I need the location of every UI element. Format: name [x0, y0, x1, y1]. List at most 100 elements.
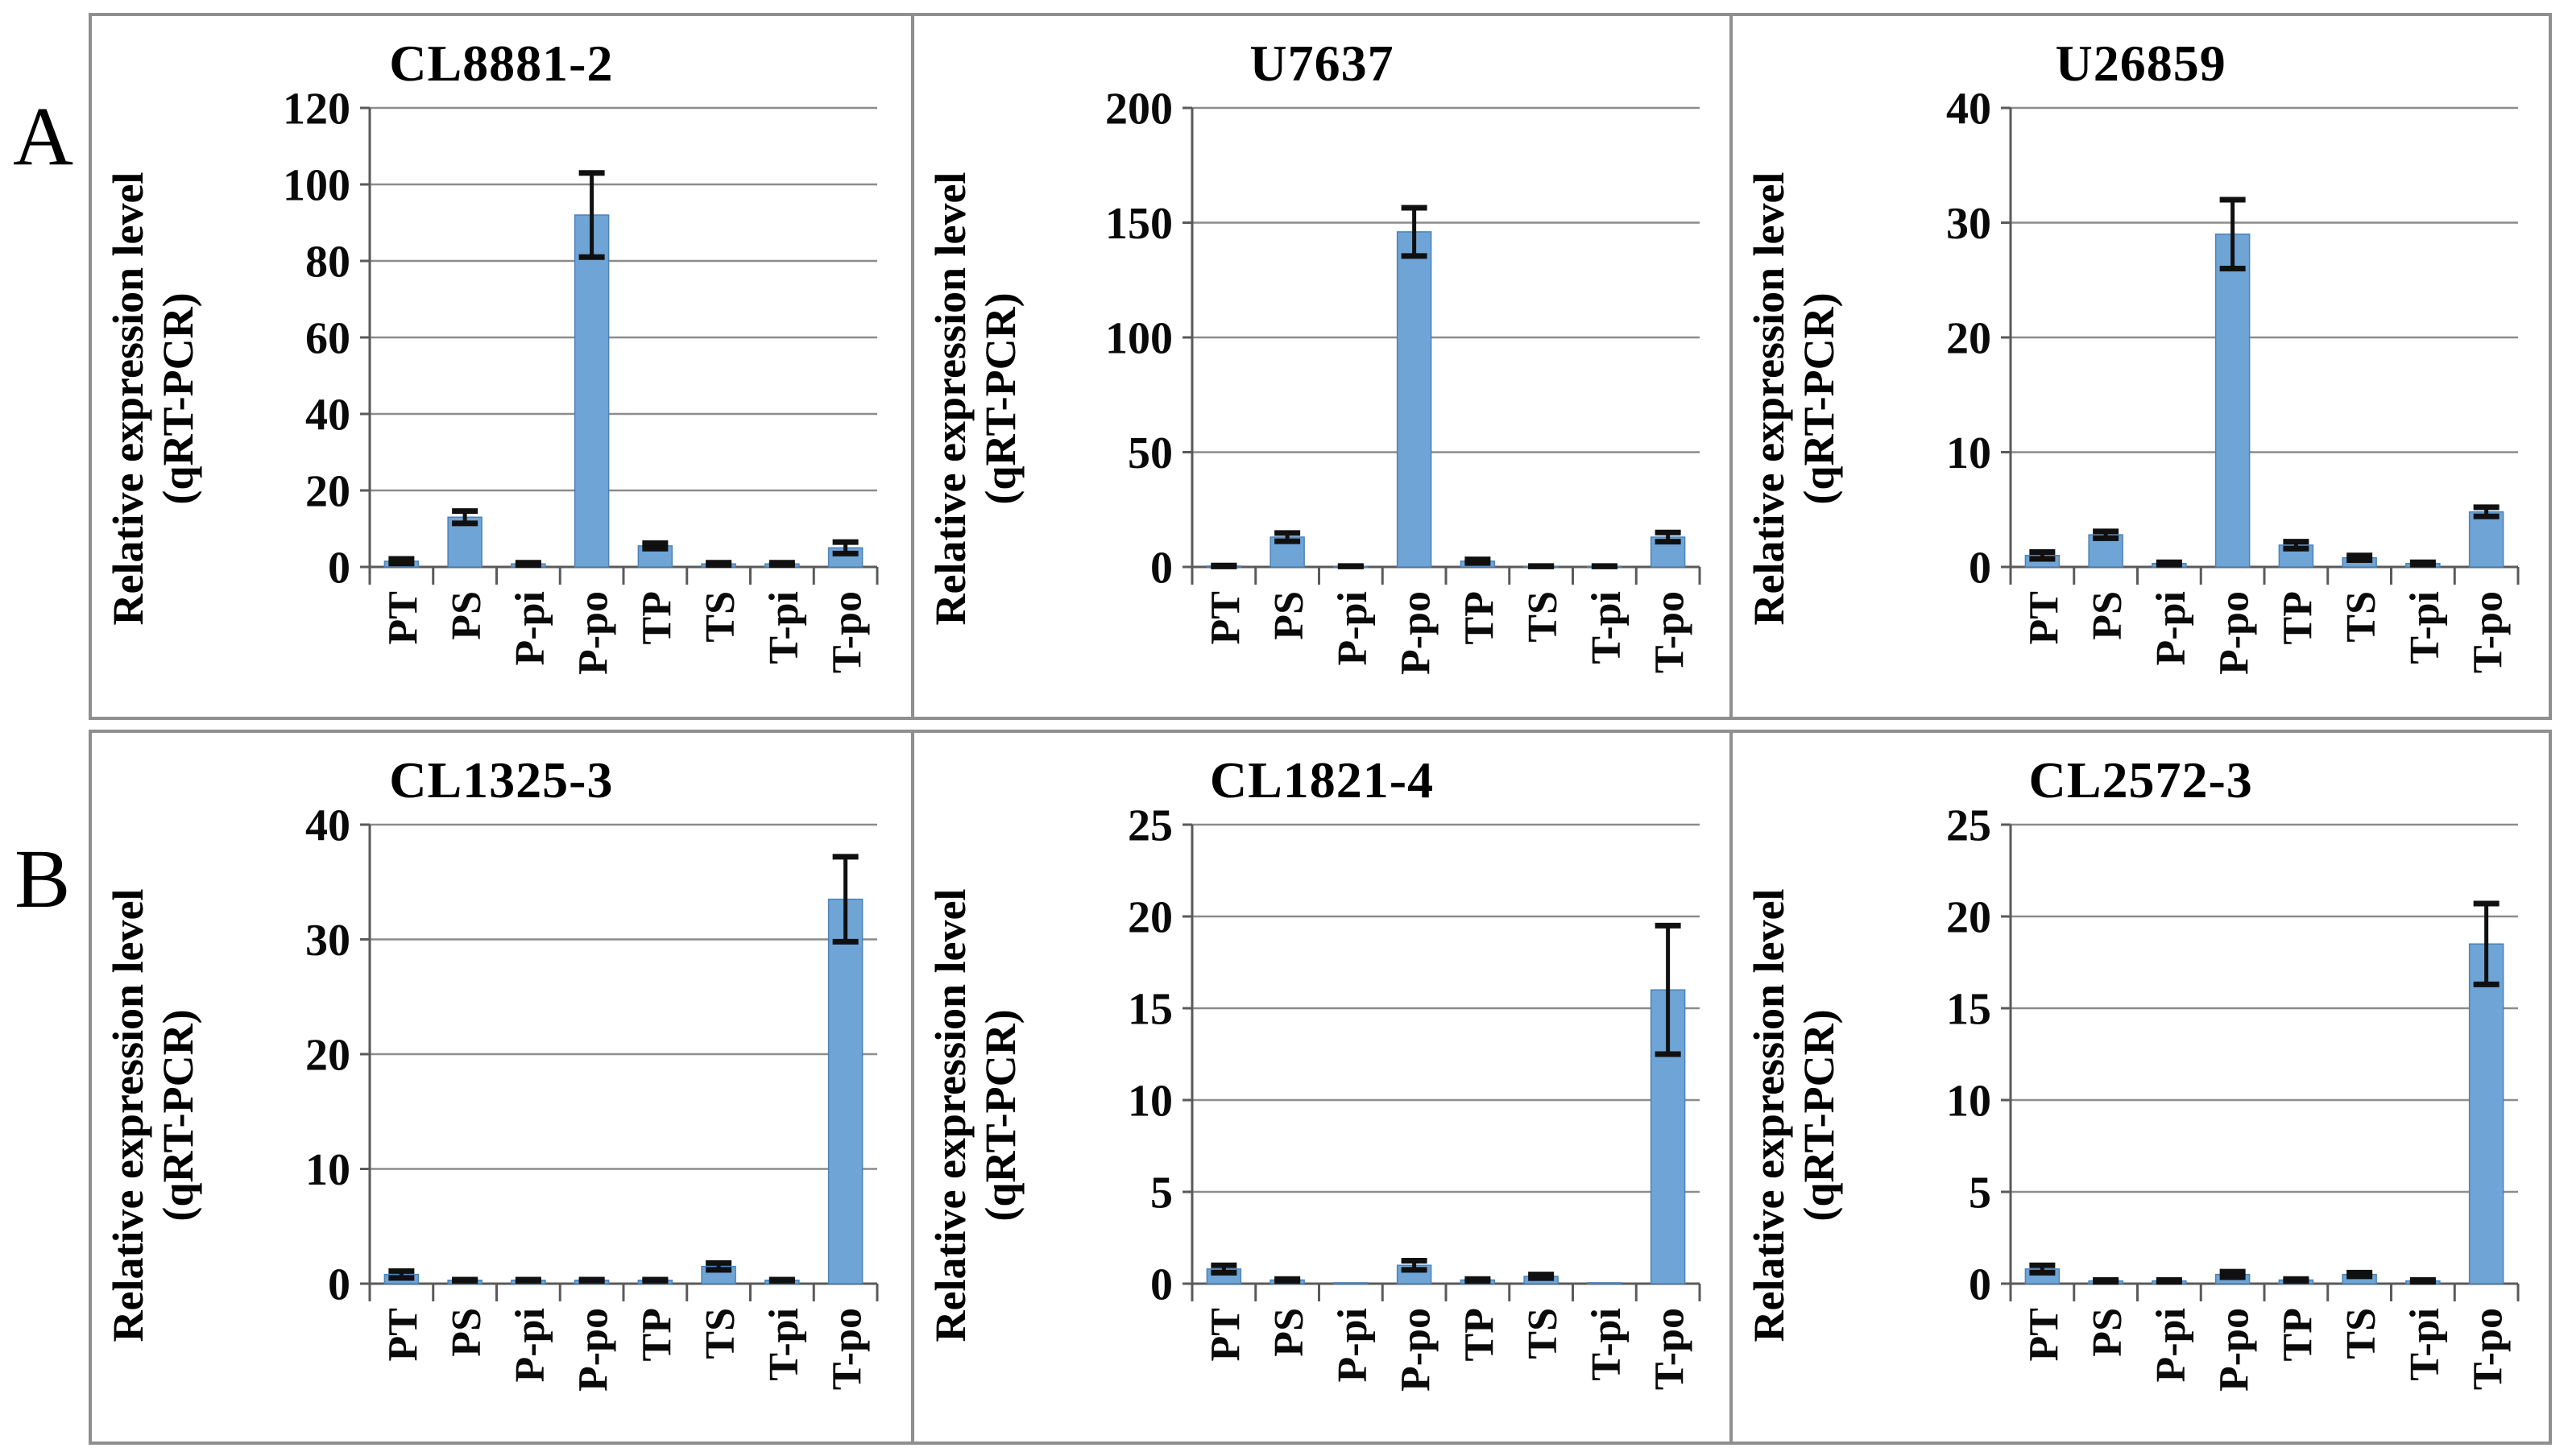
bar — [1396, 231, 1432, 568]
y-tick-label: 20 — [1128, 893, 1173, 943]
x-tick-label: P-po — [2212, 591, 2258, 675]
y-tick-label: 20 — [305, 1031, 350, 1081]
bar — [2469, 943, 2504, 1284]
x-tick-label: P-pi — [1330, 1308, 1376, 1382]
bar — [1332, 1282, 1369, 1284]
chart-title: CL2572-3 — [2028, 751, 2253, 809]
y-tick-label: 0 — [1150, 544, 1173, 594]
y-tick-label: 150 — [1105, 199, 1173, 249]
y-tick-label: 200 — [1105, 90, 1173, 134]
x-tick-label: PS — [1266, 591, 1312, 640]
bar-chart-plot: 0 50 100 150 200 PT PS P-pi P-po TP TS T-pi T-po — [1105, 90, 1701, 675]
y-tick-label: 40 — [1946, 90, 1991, 134]
y-tick-label: 0 — [328, 544, 350, 594]
y-axis-label-line2: (qRT-PCR) — [1795, 1009, 1844, 1222]
y-tick-label: 40 — [305, 807, 350, 851]
chart-cell-cl1325-3: CL1325-3 Relative expression level (qRT-… — [92, 733, 911, 1442]
y-tick-label: 15 — [1128, 985, 1173, 1035]
x-tick-label: TP — [634, 591, 680, 644]
x-tick-label: T-pi — [2402, 591, 2448, 664]
y-tick-label: 25 — [1128, 807, 1173, 851]
chart-cell-cl1821-4: CL1821-4 Relative expression level (qRT-… — [910, 733, 1730, 1442]
x-tick-label: TP — [2276, 1308, 2322, 1361]
x-tick-label: PS — [2085, 591, 2131, 640]
y-tick-label: 0 — [328, 1260, 350, 1310]
y-tick-label: 5 — [1150, 1169, 1173, 1218]
y-tick-label: 100 — [283, 161, 350, 211]
x-tick-label: T-po — [825, 1308, 871, 1390]
y-axis-label: Relative expression level (qRT-PCR) — [1744, 809, 1873, 1421]
y-axis-label: Relative expression level (qRT-PCR) — [103, 93, 232, 705]
chart-cell-cl8881-2: CL8881-2 Relative expression level (qRT-… — [92, 16, 911, 717]
y-axis-label-line2: (qRT-PCR) — [154, 292, 203, 505]
panel-a-label: A — [13, 90, 74, 183]
y-tick-label: 20 — [1946, 314, 1991, 364]
y-tick-label: 30 — [1946, 199, 1991, 249]
x-tick-label: T-po — [2466, 591, 2512, 673]
chart-title: CL1821-4 — [1209, 751, 1435, 809]
y-tick-label: 100 — [1105, 314, 1173, 364]
y-axis-label-line2: (qRT-PCR) — [975, 292, 1025, 505]
bar-chart-plot: 0 5 10 15 20 25 PT PS P-pi P-po TP TS T-pi T-po — [1128, 807, 1701, 1392]
y-tick-label: 5 — [1969, 1169, 1991, 1218]
x-tick-label: T-po — [825, 591, 871, 673]
bar-chart-plot: 0 10 20 30 40 PT PS P-pi P-po TP TS T-pi T-po — [1946, 90, 2520, 675]
y-axis-label-line1: Relative expression level — [926, 172, 975, 626]
x-tick-label: TS — [698, 1308, 743, 1359]
y-tick-label: 15 — [1946, 985, 1991, 1035]
x-tick-label: PS — [444, 591, 490, 640]
panel-b-label: B — [14, 833, 71, 925]
x-tick-label: PS — [1266, 1308, 1312, 1357]
bar — [2215, 234, 2251, 568]
y-axis-label-line2: (qRT-PCR) — [975, 1009, 1025, 1222]
bar-chart-plot: 0 5 10 15 20 25 PT PS P-pi P-po TP TS T-pi T-po — [1946, 807, 2520, 1392]
y-tick-label: 40 — [305, 391, 350, 441]
y-axis-label-line2: (qRT-PCR) — [154, 1009, 203, 1222]
y-tick-label: 10 — [1946, 1077, 1991, 1127]
x-tick-label: TP — [2276, 591, 2322, 644]
y-tick-label: 10 — [1946, 428, 1991, 478]
x-tick-label: P-po — [571, 591, 617, 675]
chart-cell-u7637: U7637 Relative expression level (qRT-PCR… — [910, 16, 1730, 717]
x-tick-label: TS — [1520, 591, 1566, 643]
panel-a-row: CL8881-2 Relative expression level (qRT-… — [89, 13, 2552, 720]
chart-title: U26859 — [2055, 35, 2226, 92]
x-tick-label: PS — [2085, 1308, 2131, 1357]
x-tick-label: P-pi — [507, 591, 553, 665]
chart-title: U7637 — [1249, 35, 1394, 92]
bar-chart-plot: 0 20 40 60 80 100 120 PT PS P-pi P-po TP TS T-pi T-po — [283, 90, 879, 675]
y-axis-label-line1: Relative expression level — [1745, 172, 1794, 626]
y-axis-label: Relative expression level (qRT-PCR) — [103, 809, 232, 1421]
x-tick-label: PT — [380, 1308, 426, 1361]
y-axis-label-line2: (qRT-PCR) — [1795, 292, 1844, 505]
y-axis-label-line1: Relative expression level — [104, 888, 152, 1342]
x-tick-label: PS — [444, 1308, 490, 1357]
x-tick-label: T-pi — [761, 1308, 807, 1381]
x-tick-label: PT — [1203, 591, 1249, 644]
panel-b-row: CL1325-3 Relative expression level (qRT-… — [89, 730, 2552, 1445]
y-axis-label-line1: Relative expression level — [1745, 888, 1794, 1342]
y-tick-label: 50 — [1128, 428, 1173, 478]
x-tick-label: TS — [698, 591, 743, 643]
y-tick-label: 20 — [1946, 893, 1991, 943]
x-tick-label: TP — [1456, 1308, 1502, 1361]
y-tick-label: 0 — [1969, 544, 1991, 594]
x-tick-label: P-po — [571, 1308, 617, 1392]
y-tick-label: 120 — [283, 90, 350, 134]
y-axis-label: Relative expression level (qRT-PCR) — [926, 809, 1054, 1421]
x-tick-label: PT — [2022, 591, 2068, 644]
y-tick-label: 20 — [305, 467, 350, 517]
y-tick-label: 60 — [305, 314, 350, 364]
x-tick-label: PT — [1203, 1308, 1249, 1361]
y-axis-label-line1: Relative expression level — [104, 172, 152, 626]
chart-cell-u26859: U26859 Relative expression level (qRT-PC… — [1729, 16, 2549, 717]
x-tick-label: P-pi — [1330, 591, 1376, 665]
y-tick-label: 0 — [1969, 1260, 1991, 1310]
y-axis-label: Relative expression level (qRT-PCR) — [926, 93, 1054, 705]
x-tick-label: T-pi — [2402, 1308, 2448, 1381]
x-tick-label: TP — [1456, 591, 1502, 644]
x-tick-label: T-pi — [761, 591, 807, 664]
x-tick-label: P-po — [1393, 1308, 1439, 1392]
y-tick-label: 80 — [305, 238, 350, 287]
x-tick-label: PT — [380, 591, 426, 644]
